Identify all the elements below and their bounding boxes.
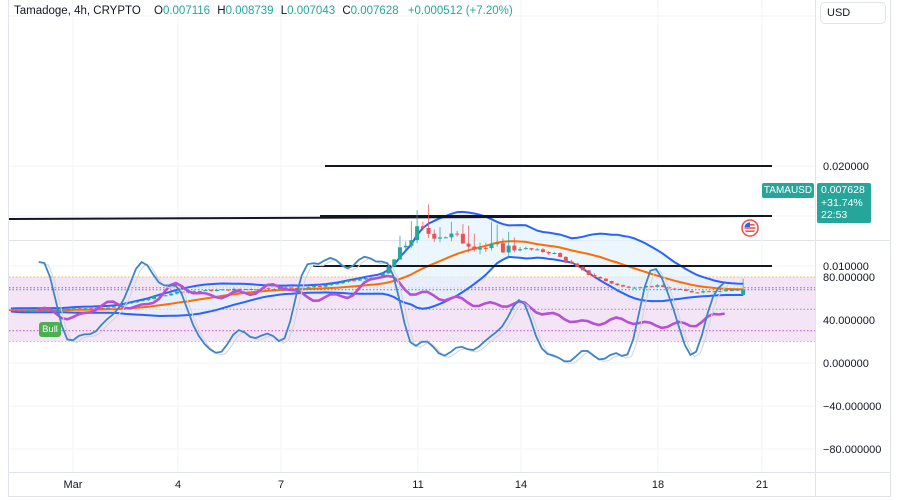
close-value: 0.007628	[350, 5, 399, 17]
oscillator-tick-label: −80.000000	[823, 444, 881, 456]
high-label: H	[217, 5, 226, 17]
oscillator-axis[interactable]: 80.000000 40.000000 0.000000 −40.000000 −80.…	[823, 272, 881, 456]
bar-countdown: 22:53	[821, 209, 848, 221]
time-tick-label: 14	[515, 479, 527, 491]
oscillator-tick-label: 0.000000	[823, 358, 869, 370]
high-value: 0.008739	[225, 5, 274, 17]
horizontal-levels[interactable]	[8, 165, 815, 291]
price-change-pct: +31.74%	[821, 196, 863, 209]
grid-lines	[9, 0, 815, 472]
open-label: O	[153, 5, 163, 17]
time-axis[interactable]: Mar 4 7 11 14 18 21	[64, 479, 769, 491]
us-flag-icon[interactable]	[741, 219, 759, 237]
symbol-tag: TAMAUSD	[762, 183, 814, 198]
oscillator-tick-label: −40.000000	[823, 401, 881, 413]
symbol-legend[interactable]: Tamadoge, 4h, CRYPTO O0.007116 H0.008739…	[14, 5, 513, 17]
time-tick-label: 7	[278, 479, 284, 491]
time-tick-label: 11	[412, 479, 423, 491]
low-value: 0.007043	[287, 5, 336, 17]
price-tick-label: 0.020000	[823, 161, 869, 173]
price-tick-label: 0.010000	[823, 261, 869, 273]
last-price: 0.007628	[821, 184, 865, 196]
frame	[8, 0, 891, 497]
time-tick-label: 21	[756, 479, 768, 491]
oscillator-tick-label: 80.000000	[823, 272, 875, 284]
oscillator-lines	[38, 255, 730, 364]
change-value: +0.000512 (+7.20%)	[407, 5, 513, 17]
last-price-tag: 0.007628 +31.74% 22:53	[817, 183, 871, 223]
time-tick-label: Mar	[64, 479, 83, 491]
candlestick-series	[9, 204, 746, 312]
low-label: L	[280, 5, 288, 17]
open-value: 0.007116	[162, 5, 211, 17]
bull-signal-label: Bull	[39, 322, 61, 337]
close-label: C	[342, 5, 351, 17]
symbol-title: Tamadoge, 4h, CRYPTO	[14, 5, 141, 17]
time-tick-label: 18	[652, 479, 664, 491]
currency-button[interactable]: USD	[820, 2, 886, 24]
time-tick-label: 4	[175, 479, 181, 491]
oscillator-tick-label: 40.000000	[823, 315, 875, 327]
